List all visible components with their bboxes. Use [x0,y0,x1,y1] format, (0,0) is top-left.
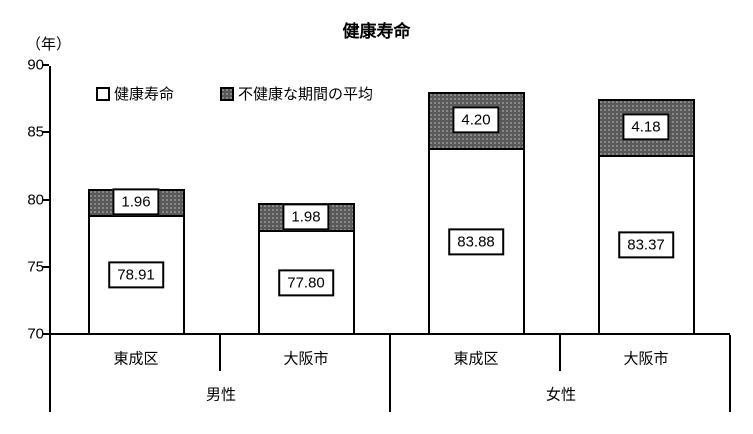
y-tick-mark [42,265,49,268]
category-label: 東成区 [453,350,499,368]
y-tick-mark [42,131,49,134]
y-tick-mark [42,198,49,201]
unhealthy-value-label: 1.98 [282,203,330,231]
legend-label: 健康寿命 [114,86,175,103]
category-label: 大阪市 [283,350,329,368]
bar-segment-unhealthy [427,91,525,151]
healthy-value-label: 78.91 [108,261,164,289]
category-label: 東成区 [113,350,159,368]
legend-swatch-unhealthy [220,86,235,101]
group-label: 男性 [205,386,237,404]
category-tick-line [559,335,561,371]
legend: 健康寿命 不健康な期間の平均 [96,83,373,104]
group-boundary-line [389,335,391,412]
bar-segment-healthy [597,155,695,335]
y-tick-label: 80 [27,191,44,208]
healthy-value-label: 77.80 [278,268,334,297]
y-axis-line [49,66,51,412]
group-label: 女性 [545,386,577,404]
healthy-value-label: 83.37 [618,231,674,259]
y-tick-mark [42,333,49,335]
y-tick-label: 75 [27,258,44,276]
category-label: 大阪市 [623,350,669,368]
group-boundary-line [729,335,731,412]
y-tick-label: 85 [27,123,44,141]
category-tick-line [219,335,221,371]
legend-item: 不健康な期間の平均 [220,83,373,104]
y-tick-label: 70 [27,325,44,343]
legend-item: 健康寿命 [96,83,174,104]
healthy-value-label: 83.88 [448,228,504,256]
unhealthy-value-label: 1.96 [112,188,160,216]
unhealthy-value-label: 4.18 [622,113,670,141]
chart-title: 健康寿命 [342,22,411,41]
x-axis-line [49,333,730,335]
unhealthy-value-label: 4.20 [452,106,500,134]
legend-label: 不健康な期間の平均 [238,86,374,103]
y-axis-unit-label: （年） [26,36,72,53]
y-tick-label: 90 [27,56,44,74]
y-tick-mark [42,64,49,66]
legend-swatch-healthy [96,86,110,101]
